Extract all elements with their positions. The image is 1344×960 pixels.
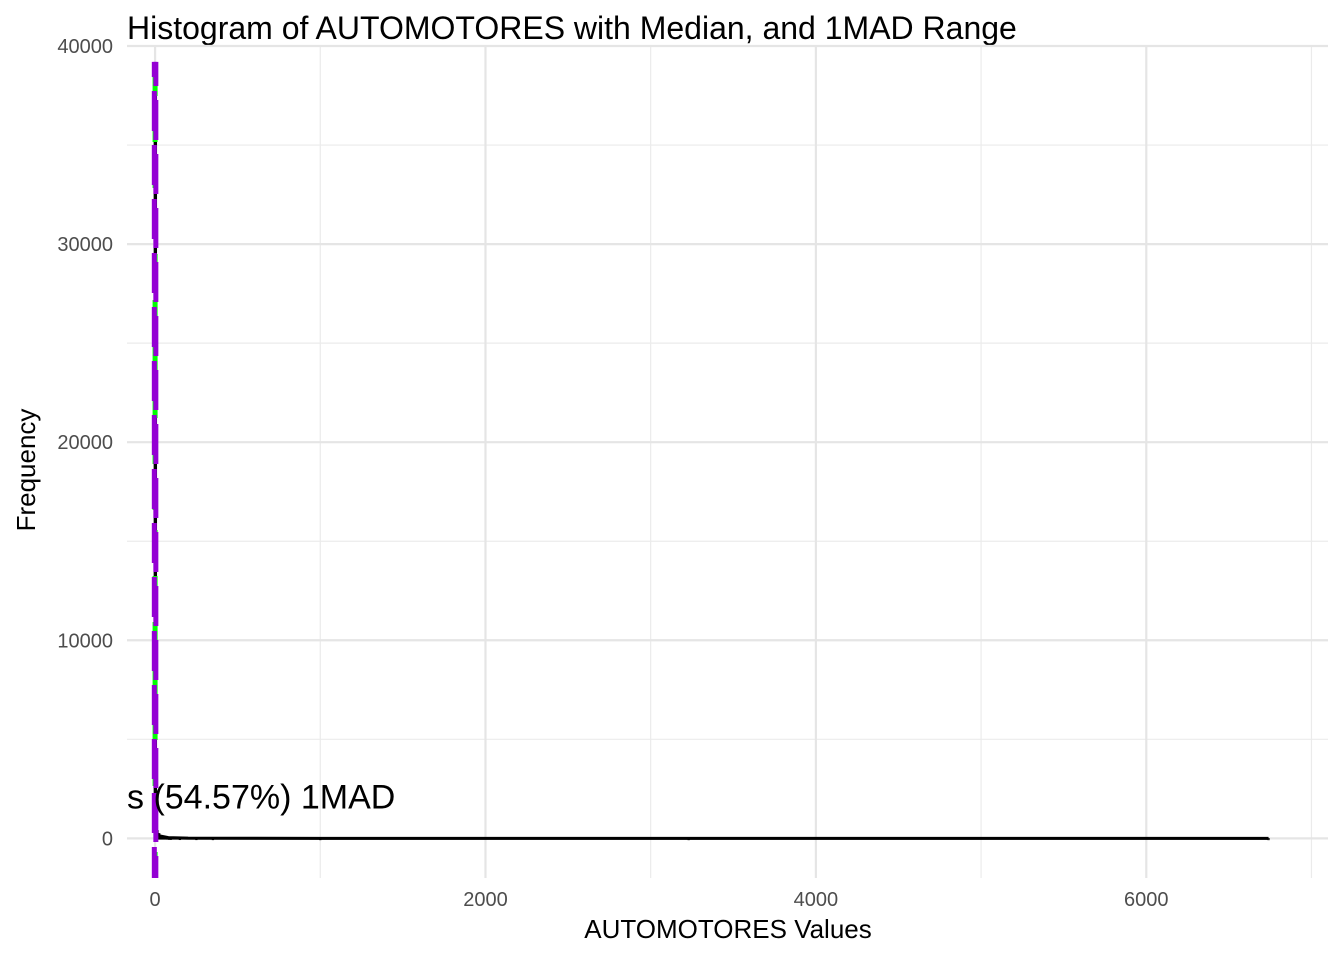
- chart-title: Histogram of AUTOMOTORES with Median, an…: [127, 10, 1017, 46]
- y-tick-label: 40000: [57, 36, 113, 58]
- x-tick-label: 6000: [1124, 889, 1169, 911]
- y-tick-label: 30000: [57, 234, 113, 256]
- x-tick-label: 4000: [794, 889, 839, 911]
- density-curve: [153, 65, 1269, 840]
- annotation-label: s (54.57%) 1MAD: [127, 779, 395, 817]
- x-tick-label: 0: [150, 889, 161, 911]
- y-tick-label: 20000: [57, 432, 113, 454]
- y-tick-label: 0: [102, 828, 113, 850]
- x-tick-label: 2000: [463, 889, 508, 911]
- y-tick-label: 10000: [57, 630, 113, 652]
- y-axis-label: Frequency: [11, 408, 41, 532]
- x-axis-label: AUTOMOTORES Values: [584, 914, 872, 944]
